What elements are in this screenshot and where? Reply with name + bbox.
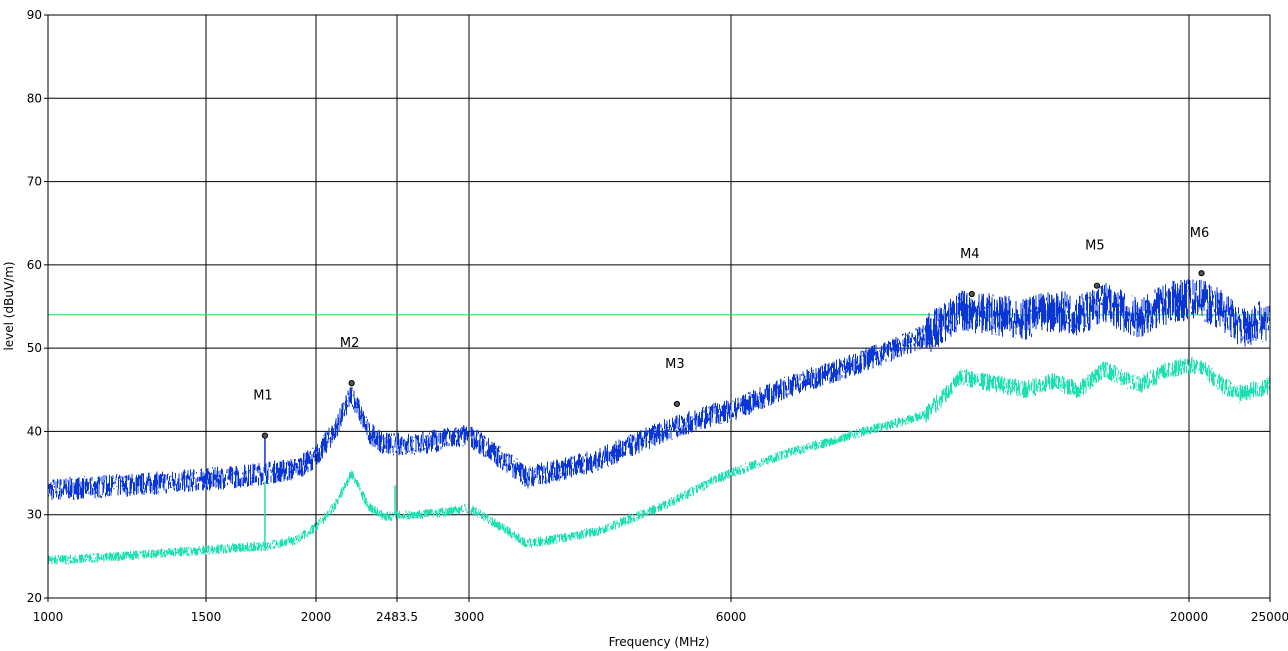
marker-label: M5 [1085,239,1105,254]
y-tick-label: 20 [27,591,42,605]
x-tick-label: 2000 [301,610,332,624]
marker-label: M6 [1190,226,1210,241]
marker-label: M2 [340,336,360,351]
x-tick-label: 20000 [1170,610,1208,624]
x-tick-label: 6000 [716,610,747,624]
y-tick-label: 80 [27,91,42,105]
y-tick-label: 60 [27,258,42,272]
y-tick-label: 40 [27,424,42,438]
x-tick-label: 1000 [33,610,64,624]
y-tick-label: 50 [27,341,42,355]
y-tick-labels: 20 30 40 50 60 70 80 90 [27,8,42,605]
marker-label: M1 [253,389,273,404]
marker-point [261,432,269,439]
x-tick-label: 2483.5 [376,610,418,624]
marker-point [1093,282,1101,289]
marker-point [968,290,975,298]
series-layer [47,279,1271,565]
x-axis-label: Frequency (MHz) [609,635,710,649]
series-line [470,356,1271,549]
marker-point [348,380,355,387]
marker-label: M4 [960,247,980,262]
x-tick-label: 25000 [1251,610,1288,624]
marker-point [673,400,681,408]
y-tick-label: 90 [27,8,42,22]
x-tick-label: 3000 [454,610,485,624]
marker-point [1198,270,1205,277]
x-tick-label: 1500 [191,610,222,624]
plot-frame [47,14,1271,599]
plot-background [48,15,1270,598]
y-tick-label: 30 [27,508,42,522]
series-line [470,279,1271,489]
x-tick-labels: 1000 1500 2000 2483.5 3000 6000 20000 25000 [33,610,1288,624]
y-tick-label: 70 [27,175,42,189]
marker-layer: M1 M2 M3 M4 M5 M6 [253,226,1210,439]
marker-label: M3 [665,357,685,372]
y-axis-label: level (dBuV/m) [2,261,16,350]
